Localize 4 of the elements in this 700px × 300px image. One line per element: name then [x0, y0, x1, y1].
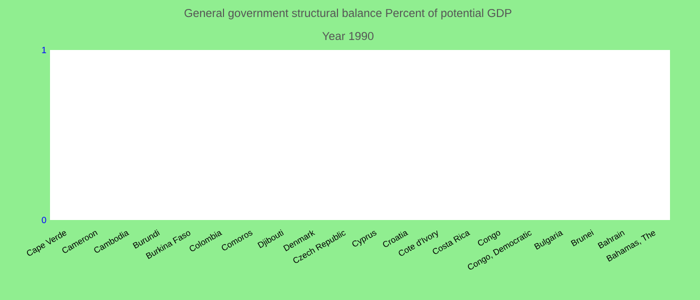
- y-tick-label: 1: [42, 46, 46, 54]
- chart-subtitle: Year 1990: [322, 32, 374, 40]
- chart-title: General government structural balance Percent of potential GDP: [184, 8, 512, 20]
- y-tick-label: 0: [42, 216, 46, 224]
